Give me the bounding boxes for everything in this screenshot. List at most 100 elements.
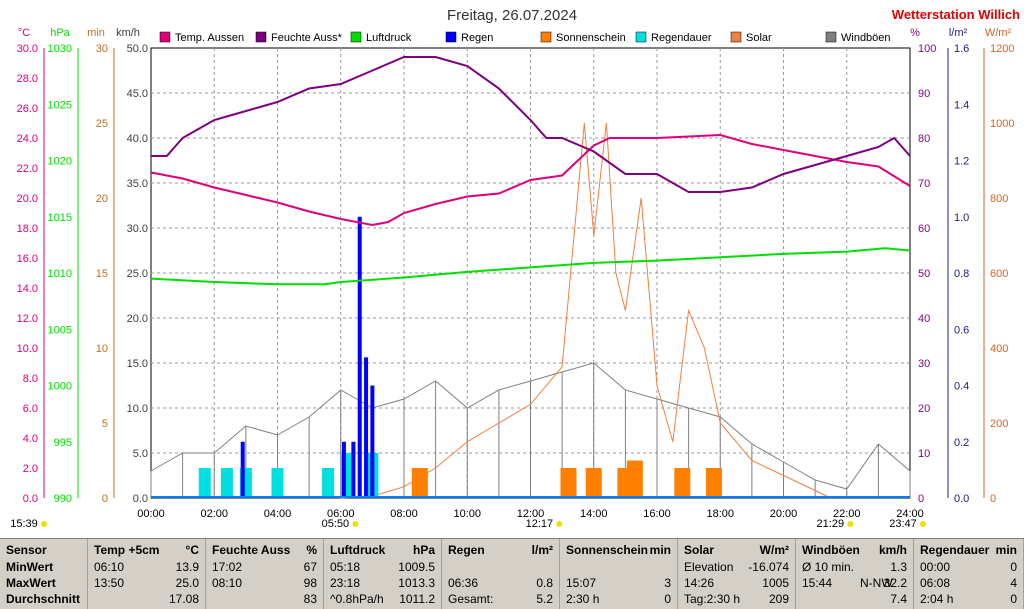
axis-tick-label: 70 bbox=[918, 178, 930, 190]
stats-cell: 06:36 bbox=[448, 576, 479, 590]
stats-cell: 67 bbox=[303, 560, 317, 574]
x-tick-label: 10:00 bbox=[453, 508, 481, 520]
x-tick-label: 00:00 bbox=[137, 508, 165, 520]
sun-marker-icon bbox=[41, 521, 47, 527]
stats-head-label: Windböen bbox=[802, 543, 860, 557]
axis-tick-label: 990 bbox=[54, 493, 72, 505]
x-tick-label: 08:00 bbox=[390, 508, 418, 520]
station-name: Wetterstation Willich bbox=[892, 7, 1020, 22]
axis-tick-label: 1200 bbox=[990, 43, 1014, 55]
rain-bar bbox=[240, 441, 245, 498]
stats-group-header: Sonnenschein min bbox=[566, 543, 671, 557]
axis-tick-label: 4.0 bbox=[23, 433, 38, 445]
stats-cell: 13.9 bbox=[175, 560, 199, 574]
legend-label: Sonnenschein bbox=[556, 32, 626, 44]
rain-bar bbox=[357, 216, 362, 498]
series-temp bbox=[150, 133, 911, 227]
x-tick-label: 18:00 bbox=[706, 508, 734, 520]
sun-marker-icon bbox=[847, 521, 854, 527]
stats-row: 2:30 h 0 bbox=[566, 592, 671, 608]
stats-head-label: Regendauer bbox=[920, 543, 990, 557]
axis-tick-label: 995 bbox=[54, 437, 72, 449]
axis-tick-label: 16.0 bbox=[17, 253, 38, 265]
stats-cell: 23:18 bbox=[330, 576, 361, 590]
stats-cell: Ø 10 min. bbox=[802, 560, 855, 574]
rain-duration-bar bbox=[220, 468, 233, 498]
axis-tick-label: 1020 bbox=[48, 156, 72, 168]
axis-tick-label: 26.0 bbox=[17, 103, 38, 115]
axis-unit: W/m² bbox=[985, 27, 1012, 39]
stats-row: 05:18 1009.5 bbox=[330, 560, 435, 576]
axis-tick-label: 0.4 bbox=[954, 381, 969, 393]
sun-marker-label: 23:47 bbox=[889, 518, 917, 530]
x-tick-label: 04:00 bbox=[264, 508, 292, 520]
stats-row: 13:50 25.0 bbox=[94, 576, 199, 592]
stats-group: Solar W/m² Elevation -16.074 14:26 1005 Tag:2:… bbox=[678, 539, 796, 609]
axis-tick-label: 200 bbox=[990, 418, 1008, 430]
stats-cell: 5.2 bbox=[536, 592, 553, 606]
axis-tick-label: 5 bbox=[102, 418, 108, 430]
stats-cell: -16.074 bbox=[748, 560, 789, 574]
axis-tick-label: 20.0 bbox=[127, 313, 148, 325]
sun-marker-icon bbox=[352, 521, 359, 527]
stats-cell: 209 bbox=[768, 592, 789, 606]
axis-tick-label: 50 bbox=[918, 268, 930, 280]
axis-tick-label: 8.0 bbox=[23, 373, 38, 385]
stats-row: 06:36 0.8 bbox=[448, 576, 553, 592]
stats-group: Sonnenschein min 15:07 3 2:30 h 0 bbox=[560, 539, 678, 609]
stats-cell: 83 bbox=[303, 592, 317, 606]
x-tick-label: 12:00 bbox=[517, 508, 545, 520]
axis-unit: hPa bbox=[50, 27, 70, 39]
axis-unit: °C bbox=[18, 27, 30, 39]
stats-row: MaxWert bbox=[6, 576, 81, 592]
stats-cell: N-NW bbox=[860, 576, 893, 590]
stats-group: Temp +5cm °C 06:10 13.9 13:50 25.0 17.08 bbox=[88, 539, 206, 609]
axis-tick-label: 1.6 bbox=[954, 43, 969, 55]
stats-head-unit: W/m² bbox=[759, 543, 789, 557]
stats-cell: 17:02 bbox=[212, 560, 243, 574]
stats-row: MinWert bbox=[6, 560, 81, 576]
legend-swatch bbox=[825, 31, 837, 43]
legend-swatch bbox=[730, 31, 742, 43]
stats-cell: 17.08 bbox=[168, 592, 199, 606]
rain-duration-bar bbox=[198, 468, 211, 498]
stats-group-header: Luftdruck hPa bbox=[330, 543, 435, 557]
axis-tick-label: 0.0 bbox=[23, 493, 38, 505]
axis-tick-label: 30.0 bbox=[127, 223, 148, 235]
stats-group: Luftdruck hPa 05:18 1009.5 23:18 1013.3 ^0.8hP… bbox=[324, 539, 442, 609]
stats-row: Elevation -16.074 bbox=[684, 560, 789, 576]
stats-row: 06:08 4 bbox=[920, 576, 1017, 592]
axis-unit: km/h bbox=[116, 27, 140, 39]
stats-group: Regendauer min 00:00 0 06:08 4 2:04 h 0 bbox=[914, 539, 1024, 609]
rain-bar bbox=[351, 441, 356, 498]
legend-swatch bbox=[255, 31, 267, 43]
sun-marker-label: 05:50 bbox=[322, 518, 350, 530]
stats-group: Windböen km/h Ø 10 min. 1.3 15:44 N-NW 32.2 7.4 bbox=[796, 539, 914, 609]
stats-cell: Gesamt: bbox=[448, 592, 494, 606]
stats-cell: 05:18 bbox=[330, 560, 361, 574]
stats-row: 23:18 1013.3 bbox=[330, 576, 435, 592]
sunshine-bar bbox=[705, 468, 722, 498]
sun-marker-label: 21:29 bbox=[817, 518, 845, 530]
stats-head-label: Temp +5cm bbox=[94, 543, 160, 557]
axis-tick-label: 10 bbox=[96, 343, 108, 355]
stats-cell: 0 bbox=[1010, 592, 1017, 606]
stats-cell: MaxWert bbox=[6, 576, 56, 590]
axis-unit: min bbox=[87, 27, 105, 39]
series-gust bbox=[150, 362, 911, 490]
x-tick-label: 06:00 bbox=[327, 508, 355, 520]
sunshine-bar bbox=[560, 468, 577, 498]
rain-bar bbox=[370, 385, 375, 498]
axis-tick-label: 0.8 bbox=[954, 268, 969, 280]
stats-head-unit: min bbox=[649, 543, 671, 557]
legend-swatch bbox=[445, 31, 457, 43]
axis-tick-label: 35.0 bbox=[127, 178, 148, 190]
stats-row: 17:02 67 bbox=[212, 560, 317, 576]
stats-row: 15:44 N-NW 32.2 bbox=[802, 576, 907, 592]
axis-unit: % bbox=[910, 27, 920, 39]
stats-cell: 1011.2 bbox=[399, 592, 435, 606]
stats-cell: ^0.8hPa/h bbox=[330, 592, 384, 606]
axis-tick-label: 6.0 bbox=[23, 403, 38, 415]
stats-row: 7.4 bbox=[802, 592, 907, 608]
sun-marker-icon bbox=[920, 521, 927, 527]
